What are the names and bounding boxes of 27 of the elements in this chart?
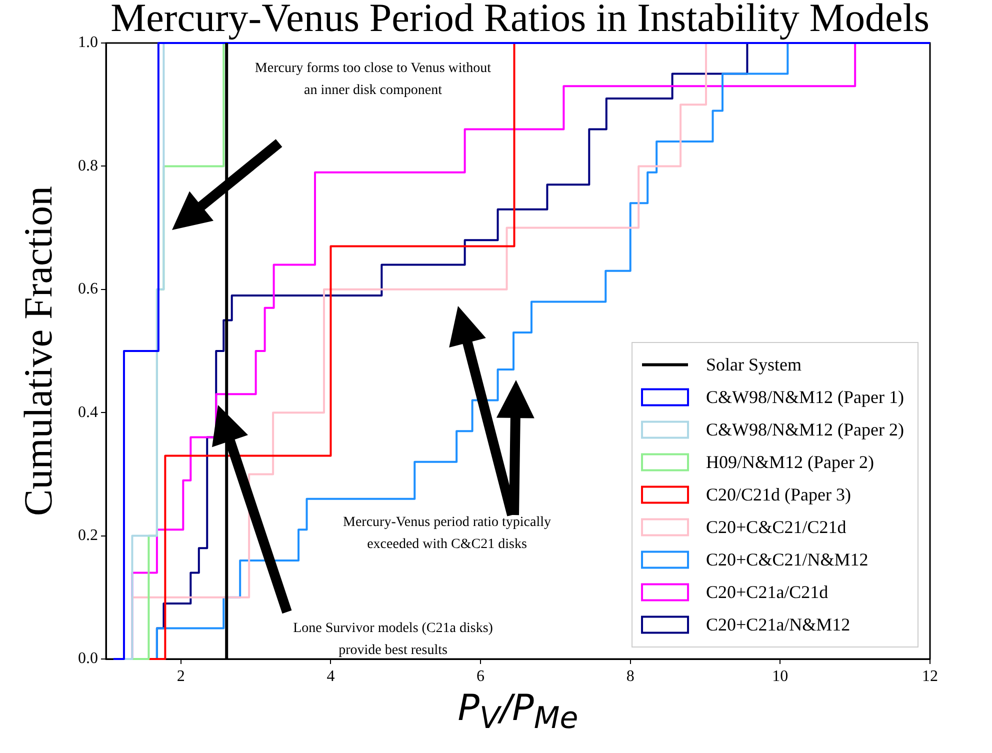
y-tick-label: 0.6: [78, 280, 98, 298]
x-tick-label: 4: [326, 668, 335, 685]
annotation: Mercury forms too close to Venus without an inner disk component: [254, 60, 492, 100]
chart-title: Mercury-Venus Period Ratios in Instability Models: [110, 0, 930, 40]
legend-label: Solar System: [706, 354, 802, 374]
legend-label: C&W98/N&M12 (Paper 1): [706, 386, 904, 407]
x-axis-title: P$_{V}$/P$_{Me}$: [458, 688, 578, 736]
y-tick-label: 0.0: [78, 650, 98, 668]
y-tick-label: 1.0: [78, 34, 98, 52]
x-tick-label: 6: [476, 668, 485, 685]
x-tick-label: 2: [176, 668, 185, 685]
legend-label: C20+C&C21/C21d: [706, 516, 846, 537]
legend-label: C20+C21a/C21d: [706, 582, 828, 602]
legend-label: C20+C21a/N&M12: [706, 614, 850, 634]
legend-label: H09/N&M12 (Paper 2): [706, 452, 874, 472]
x-tick-label: 12: [922, 668, 938, 685]
y-axis-title: Cumulative Fraction: [14, 186, 62, 516]
y-tick-label: 0.4: [78, 404, 98, 421]
annotation: Mercury-Venus period ratio typically exceeded with C&C21 disks: [342, 514, 552, 554]
legend-label: C20/C21d (Paper 3): [706, 484, 852, 504]
legend-label: C20+C&C21/N&M12: [706, 549, 868, 570]
y-tick-label: 0.2: [78, 527, 98, 544]
legend-label: C&W98/N&M12 (Paper 2): [706, 419, 904, 440]
x-tick-label: 10: [772, 668, 788, 685]
annotation: Lone Survivor models (C21a disks) provide best results: [292, 620, 494, 660]
y-tick-label: 0.8: [78, 157, 98, 174]
x-tick-label: 8: [626, 668, 634, 685]
